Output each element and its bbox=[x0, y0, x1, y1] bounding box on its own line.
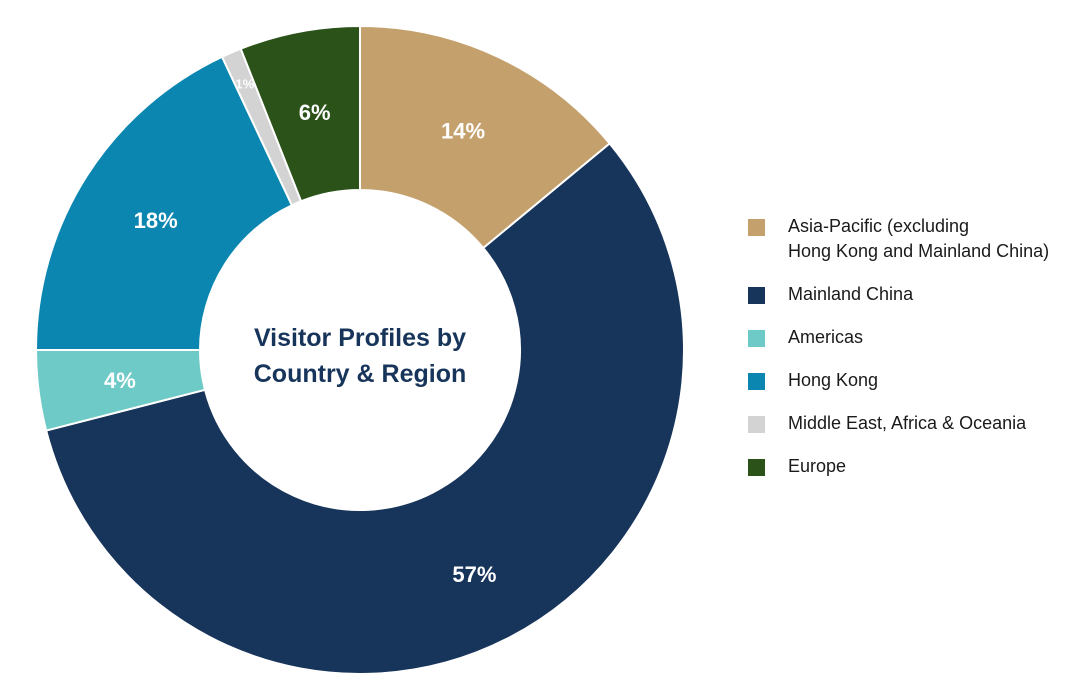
legend-label: Asia-Pacific (excluding Hong Kong and Mai… bbox=[788, 214, 1049, 264]
chart-title-line-2: Country & Region bbox=[253, 360, 467, 388]
legend-label-line: Hong Kong and Mainland China) bbox=[788, 241, 1050, 261]
legend-label-line: Asia-Pacific (excluding bbox=[788, 216, 970, 236]
legend-item: Mainland China bbox=[748, 282, 1068, 307]
legend-swatch bbox=[748, 330, 765, 347]
legend-swatch bbox=[748, 373, 765, 390]
slice-asia-pacific-excluding-hong-kong-and-mainland-china bbox=[359, 24, 612, 250]
legend-item: Asia-Pacific (excluding Hong Kong and Mai… bbox=[748, 214, 1068, 264]
slice-value-label: 57% bbox=[452, 562, 496, 587]
slice-hong-kong bbox=[34, 55, 294, 351]
legend-label: Europe bbox=[788, 454, 846, 479]
legend-swatch bbox=[748, 287, 765, 304]
slice-value-label: 18% bbox=[134, 208, 178, 233]
legend-label-line: Mainland China bbox=[788, 284, 914, 304]
legend-label: Americas bbox=[788, 325, 863, 350]
legend-item: Americas bbox=[748, 325, 1068, 350]
legend-item: Middle East, Africa & Oceania bbox=[748, 411, 1068, 436]
legend-swatch bbox=[748, 219, 765, 236]
legend-label: Hong Kong bbox=[788, 368, 878, 393]
legend-item: Hong Kong bbox=[748, 368, 1068, 393]
legend-label-line: Middle East, Africa & Oceania bbox=[788, 413, 1027, 433]
slice-value-label: 4% bbox=[104, 368, 136, 393]
chart-title: Visitor Profiles by Country & Region bbox=[210, 320, 510, 392]
legend-item: Europe bbox=[748, 454, 1068, 479]
slice-value-label: 1% bbox=[235, 76, 254, 91]
legend-label: Mainland China bbox=[788, 282, 913, 307]
legend-swatch bbox=[748, 459, 765, 476]
slice-mainland-china bbox=[44, 142, 685, 675]
slice-europe bbox=[239, 24, 361, 203]
legend-label-line: Europe bbox=[788, 456, 847, 476]
legend-label: Middle East, Africa & Oceania bbox=[788, 411, 1026, 436]
chart-title-line-1: Visitor Profiles by bbox=[253, 324, 467, 352]
legend-swatch bbox=[748, 416, 765, 433]
slice-value-label: 6% bbox=[299, 100, 331, 125]
slice-value-label: 14% bbox=[441, 119, 485, 144]
legend-label-line: Americas bbox=[788, 327, 864, 347]
legend: Asia-Pacific (excluding Hong Kong and Mai… bbox=[748, 214, 1068, 497]
legend-label-line: Hong Kong bbox=[788, 370, 879, 390]
